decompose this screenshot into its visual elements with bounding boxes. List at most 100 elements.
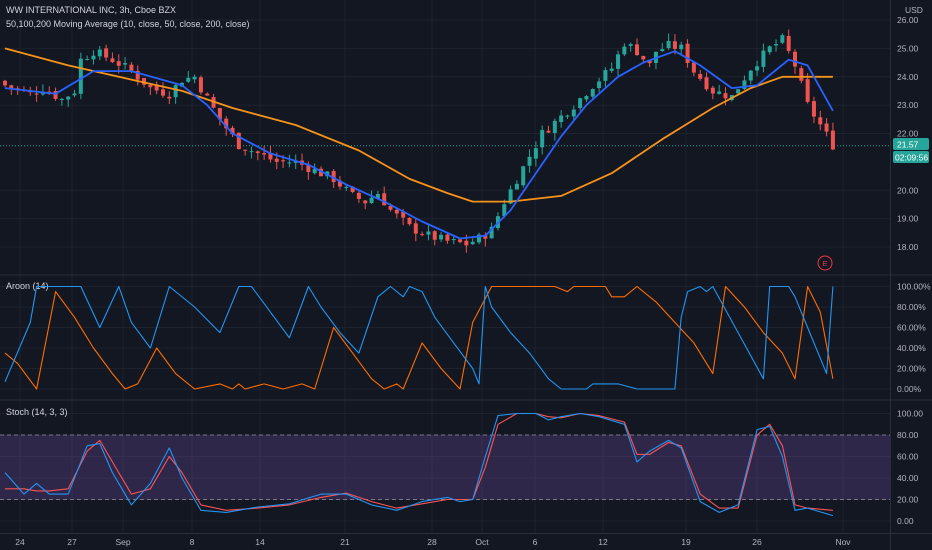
stoch-axis-tick: 100.00 bbox=[897, 409, 923, 419]
time-axis-tick: 8 bbox=[190, 537, 195, 547]
candle-body bbox=[53, 91, 58, 99]
earnings-event-marker[interactable]: E bbox=[817, 255, 833, 271]
candle-body bbox=[337, 180, 342, 187]
candle-body bbox=[660, 49, 665, 52]
candle-body bbox=[691, 62, 696, 73]
time-axis-tick: 14 bbox=[255, 537, 265, 547]
candle-body bbox=[350, 186, 355, 193]
candle-body bbox=[407, 217, 412, 225]
candle-body bbox=[805, 79, 810, 102]
candle-body bbox=[3, 80, 7, 86]
price-axis-tick: 20.00 bbox=[897, 185, 919, 195]
candle-body bbox=[710, 87, 715, 94]
candle-body bbox=[154, 85, 159, 91]
candle-body bbox=[432, 231, 437, 240]
candle-body bbox=[578, 98, 583, 109]
candle-body bbox=[590, 89, 595, 97]
candle-body bbox=[717, 91, 722, 94]
candle-body bbox=[249, 151, 254, 153]
aroon-up-line bbox=[4, 285, 834, 390]
candle-body bbox=[217, 107, 222, 120]
candle-body bbox=[312, 168, 317, 174]
candle-body bbox=[281, 160, 286, 162]
candle-body bbox=[464, 240, 469, 246]
candle-body bbox=[363, 200, 368, 204]
candle-body bbox=[489, 226, 494, 239]
candle-body bbox=[818, 117, 823, 125]
candle-body bbox=[224, 118, 229, 129]
aroon-axis-tick: 20.00% bbox=[897, 364, 926, 374]
stoch-axis-tick: 0.00 bbox=[897, 516, 914, 526]
candle-body bbox=[458, 239, 463, 243]
candle-body bbox=[110, 58, 115, 63]
candle-body bbox=[742, 80, 747, 89]
ma10-line bbox=[4, 50, 834, 240]
candle-body bbox=[243, 149, 248, 151]
price-axis-tick: 19.00 bbox=[897, 214, 919, 224]
candle-body bbox=[439, 234, 444, 240]
candle-body bbox=[793, 51, 797, 67]
candle-body bbox=[811, 101, 816, 117]
time-axis-tick: Oct bbox=[475, 537, 489, 547]
stoch-axis-tick: 20.00 bbox=[897, 495, 919, 505]
countdown-badge: 02:09:56 bbox=[893, 151, 929, 163]
candle-body bbox=[72, 93, 77, 96]
candle-body bbox=[672, 41, 677, 49]
candle-body bbox=[552, 120, 557, 134]
time-axis-tick: 21 bbox=[340, 537, 350, 547]
stoch-pane-label: Stoch (14, 3, 3) bbox=[6, 407, 68, 417]
candle-body bbox=[401, 211, 406, 218]
stoch-d-line bbox=[5, 412, 833, 511]
candle-body bbox=[483, 235, 488, 239]
candle-body bbox=[198, 77, 203, 93]
candle-body bbox=[97, 49, 102, 57]
candle-body bbox=[533, 148, 538, 159]
candle-body bbox=[331, 170, 336, 183]
candle-body bbox=[375, 194, 380, 199]
candle-body bbox=[319, 168, 323, 177]
candle-body bbox=[173, 85, 178, 98]
aroon-pane-label: Aroon (14) bbox=[6, 281, 49, 291]
candle-body bbox=[679, 44, 684, 50]
candle-body bbox=[236, 132, 241, 150]
candle-body bbox=[142, 78, 147, 85]
candle-body bbox=[546, 130, 551, 133]
candle-body bbox=[622, 46, 627, 55]
time-axis-tick: 12 bbox=[598, 537, 608, 547]
candle-body bbox=[609, 68, 614, 71]
candle-body bbox=[34, 93, 39, 95]
price-axis-tick: 18.00 bbox=[897, 242, 919, 252]
candle-body bbox=[508, 189, 513, 204]
candle-body bbox=[192, 76, 197, 80]
stoch-k-line bbox=[4, 412, 834, 517]
candle-body bbox=[527, 156, 532, 166]
candle-body bbox=[287, 162, 292, 164]
candle-body bbox=[167, 96, 172, 99]
time-axis-tick: Nov bbox=[835, 537, 851, 547]
candle-body bbox=[388, 206, 393, 210]
candle-body bbox=[830, 130, 835, 150]
candle-body bbox=[382, 193, 387, 206]
candle-body bbox=[748, 70, 753, 81]
candle-body bbox=[255, 151, 260, 154]
ma50-line bbox=[4, 47, 833, 203]
candle-body bbox=[116, 61, 121, 66]
symbol-title: WW INTERNATIONAL INC, 3h, Cboe BZX bbox=[6, 5, 176, 15]
candle-body bbox=[129, 64, 134, 71]
candle-body bbox=[584, 96, 589, 100]
candle-body bbox=[369, 197, 374, 204]
candle-body bbox=[470, 241, 475, 245]
stoch-axis-tick: 60.00 bbox=[897, 452, 919, 462]
candle-body bbox=[445, 234, 450, 241]
candle-body bbox=[148, 84, 153, 88]
time-axis-tick: 26 bbox=[752, 537, 762, 547]
candle-body bbox=[559, 115, 564, 123]
candle-body bbox=[723, 93, 728, 99]
time-axis-tick: 28 bbox=[427, 537, 437, 547]
price-axis-tick: 26.00 bbox=[897, 15, 919, 25]
earnings-event-label: E bbox=[822, 259, 827, 268]
candle-body bbox=[502, 204, 507, 217]
last-price-badge: 21.57 bbox=[893, 138, 929, 150]
